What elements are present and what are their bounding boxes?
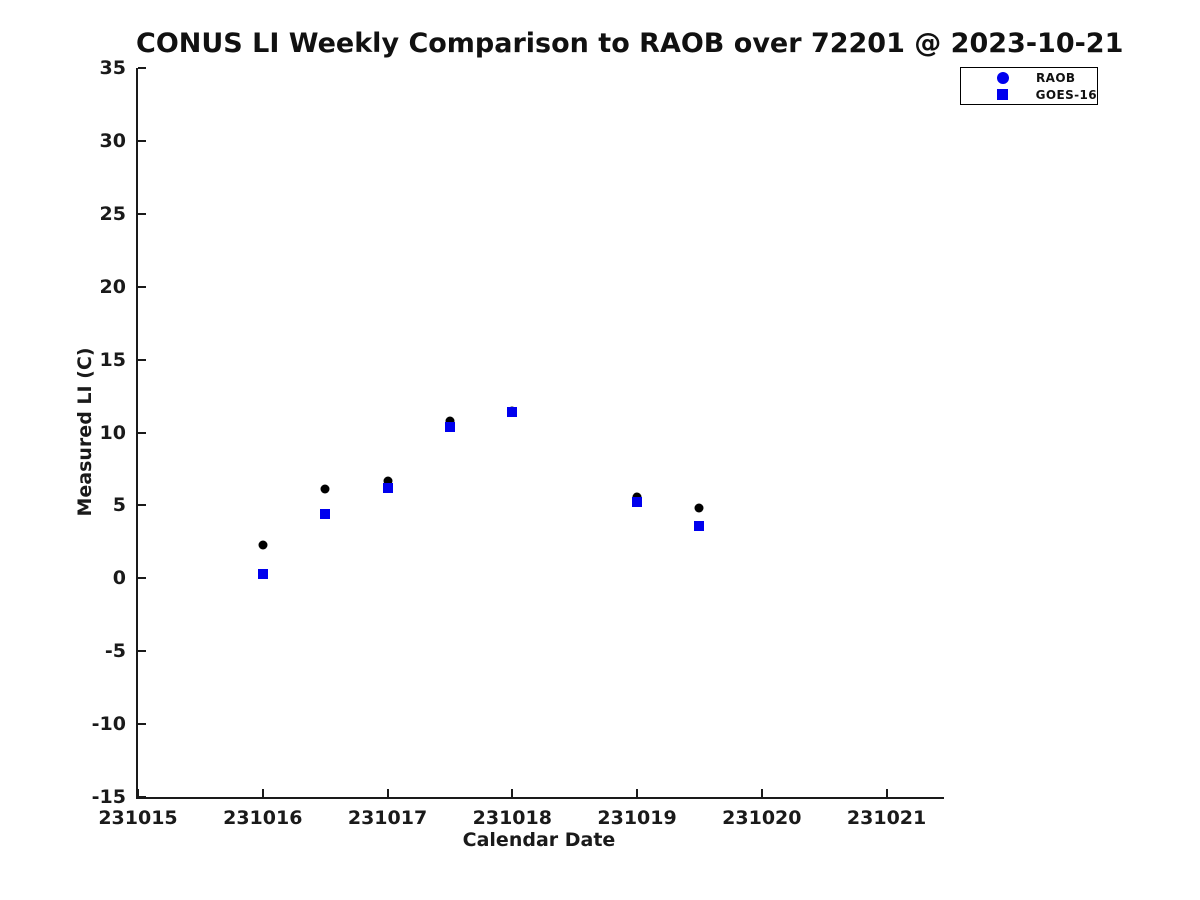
x-tick-mark	[261, 789, 264, 797]
goes-16-marker	[320, 509, 331, 520]
chart-title: CONUS LI Weekly Comparison to RAOB over …	[136, 28, 1124, 59]
y-tick-label: 35	[99, 57, 126, 79]
legend-item-label: RAOB	[1036, 70, 1076, 85]
x-tick-mark	[760, 789, 763, 797]
y-tick-label: 20	[99, 275, 126, 298]
raob-marker	[694, 503, 704, 513]
y-tick-label: 25	[99, 202, 126, 225]
raob-marker	[258, 540, 268, 550]
square-icon	[997, 89, 1009, 100]
y-tick-mark	[138, 577, 146, 580]
y-tick-mark	[138, 723, 146, 726]
y-tick-label: 15	[99, 348, 126, 371]
y-tick-label: 30	[99, 129, 126, 152]
x-tick-label: 231018	[472, 807, 552, 829]
y-tick-mark	[138, 67, 146, 69]
y-tick-mark	[138, 358, 146, 361]
y-tick-label: 0	[112, 567, 126, 590]
x-tick-label: 231017	[347, 807, 428, 829]
raob-marker	[632, 492, 642, 502]
x-tick-label: 231019	[597, 807, 677, 829]
x-axis-title: Calendar Date	[462, 829, 616, 851]
x-tick-label: 231020	[722, 807, 802, 829]
x-tick-label: 231015	[98, 807, 178, 829]
legend-item-raob: RAOB	[961, 71, 1097, 85]
legend-item-label: GOES-16	[1035, 87, 1097, 102]
goes-16-marker	[507, 407, 518, 418]
y-tick-mark	[138, 650, 146, 653]
raob-marker	[383, 476, 393, 486]
raob-legend-marker-icon	[997, 71, 1009, 84]
y-tick-label: 10	[99, 421, 126, 444]
plot-area: 35 30 25 20 15 10 5 0 -5 -10 -15 231015 231016 231017…	[92, 57, 944, 829]
y-tick-label: 5	[112, 494, 126, 517]
legend: RAOB GOES-16	[960, 67, 1098, 105]
y-tick-label: -10	[91, 713, 126, 736]
y-tick-mark	[138, 504, 146, 507]
x-tick-mark	[885, 789, 888, 797]
x-tick-label: 231021	[846, 807, 927, 829]
circle-icon	[997, 71, 1009, 84]
y-tick-mark	[138, 212, 146, 215]
legend-item-goes-16: GOES-16	[961, 88, 1097, 102]
y-tick-label: -5	[104, 640, 126, 663]
goes-16-marker	[632, 497, 643, 508]
y-tick-mark	[138, 431, 146, 434]
goes-16-legend-marker-icon	[997, 89, 1009, 100]
raob-marker	[445, 416, 455, 426]
raob-marker	[320, 484, 330, 494]
x-tick-label: 231016	[223, 807, 303, 829]
y-tick-label: -15	[91, 786, 126, 808]
y-tick-mark	[138, 796, 146, 798]
y-tick-mark	[138, 285, 146, 288]
goes-16-marker	[257, 568, 268, 579]
goes-16-marker	[444, 421, 455, 432]
goes-16-marker	[694, 520, 705, 531]
x-tick-mark	[511, 789, 514, 797]
goes-16-marker	[382, 482, 393, 493]
y-axis-title: Measured LI (C)	[74, 347, 96, 517]
x-tick-mark	[386, 789, 389, 797]
y-tick-mark	[138, 139, 146, 142]
x-tick-mark	[137, 789, 139, 797]
x-tick-mark	[636, 789, 639, 797]
